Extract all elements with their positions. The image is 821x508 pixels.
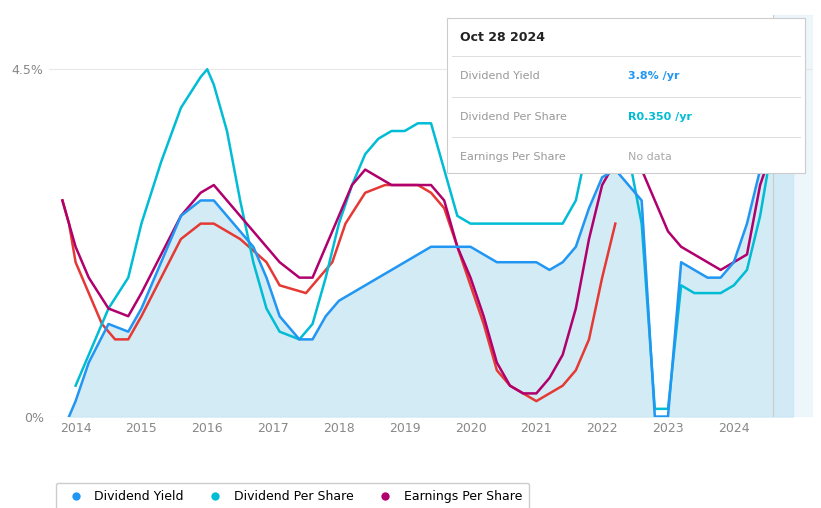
Text: 3.8% /yr: 3.8% /yr (628, 71, 680, 81)
Text: Dividend Per Share: Dividend Per Share (460, 112, 566, 122)
Text: No data: No data (628, 152, 672, 163)
Text: Dividend Yield: Dividend Yield (460, 71, 539, 81)
Legend: Dividend Yield, Dividend Per Share, Earnings Per Share: Dividend Yield, Dividend Per Share, Earn… (56, 483, 530, 508)
Bar (773, 15, 813, 417)
Text: Earnings Per Share: Earnings Per Share (460, 152, 566, 163)
Text: R0.350 /yr: R0.350 /yr (628, 112, 692, 122)
Text: Past: Past (777, 92, 801, 106)
Text: Oct 28 2024: Oct 28 2024 (460, 30, 545, 44)
